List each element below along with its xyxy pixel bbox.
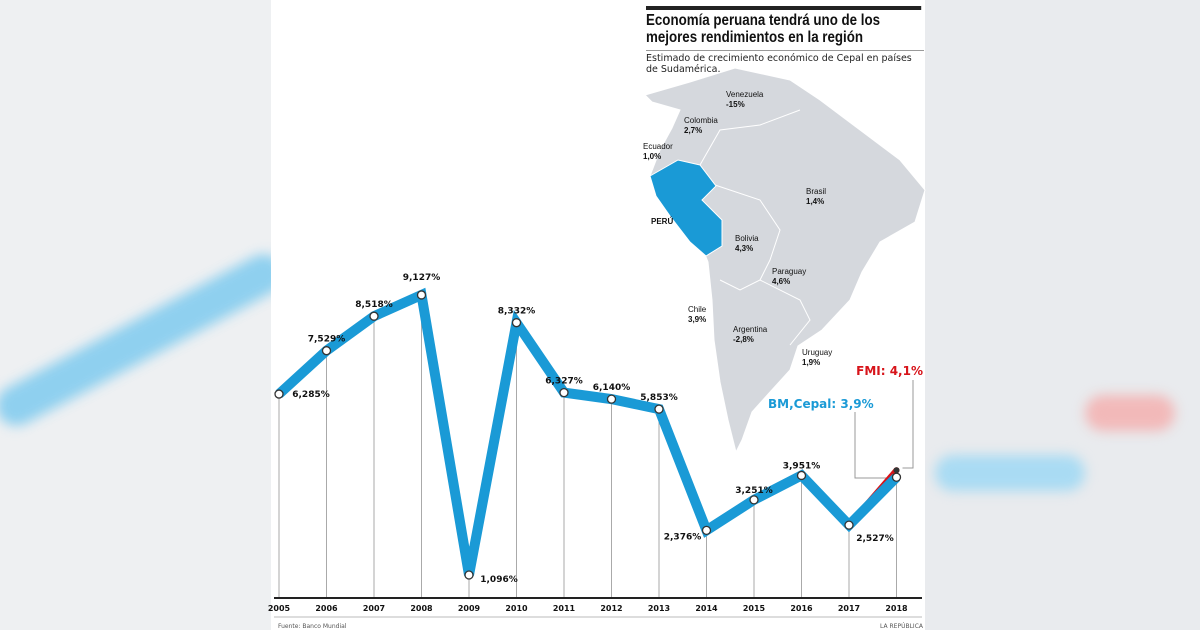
country-value: 4,6%	[772, 277, 791, 286]
data-label-2009: 1,096%	[480, 575, 518, 585]
country-name: PERÚ	[651, 217, 674, 226]
background-left	[0, 0, 291, 630]
x-tick-label: 2010	[505, 604, 528, 613]
border-lines	[714, 184, 781, 291]
map-label-paraguay: Paraguay 4,6%	[772, 267, 806, 287]
country-name: Brasil	[806, 187, 827, 196]
data-label-2005: 6,285%	[292, 390, 330, 400]
data-label-2008: 9,127%	[403, 273, 441, 283]
x-tick-label: 2014	[695, 604, 718, 613]
source-note: Fuente: Banco Mundial	[278, 623, 347, 630]
border-lines	[699, 109, 801, 166]
fmi-annotation: FMI: 4,1%	[856, 364, 923, 378]
map-label-bolivia: Bolivia 4,3%	[735, 234, 759, 254]
data-point-2008	[416, 290, 427, 300]
x-tick-label: 2007	[363, 604, 385, 613]
x-tick-label: 2015	[743, 604, 766, 613]
data-point-2013	[654, 404, 664, 414]
x-tick-label: 2008	[410, 604, 433, 613]
country-name: Colombia	[684, 116, 718, 125]
data-point-2007	[369, 311, 379, 321]
data-point-2011	[559, 387, 569, 398]
x-tick-label: 2012	[600, 604, 622, 613]
data-label-2006: 7,529%	[308, 335, 346, 345]
peru-shape	[649, 159, 723, 257]
title-wrap: Economía peruana tendrá uno de los mejor…	[646, 6, 924, 46]
blurred-red	[1085, 395, 1175, 431]
data-label-2015: 3,251%	[735, 486, 773, 496]
data-point-2016	[796, 470, 807, 481]
country-name: Uruguay	[802, 348, 833, 357]
map-label-chile: Chile 3,9%	[688, 305, 706, 325]
fmi-point	[893, 467, 900, 474]
data-point-2018	[891, 472, 902, 482]
map-label-perú: PERÚ	[651, 217, 673, 227]
fmi-leader	[902, 380, 914, 469]
x-tick-label: 2017	[838, 604, 860, 613]
map-label-uruguay: Uruguay 1,9%	[802, 348, 832, 368]
data-label-2016: 3,951%	[783, 461, 821, 471]
country-name: Venezuela	[726, 90, 764, 99]
map-label-brasil: Brasil 1,4%	[806, 187, 826, 207]
data-label-2007: 8,518%	[355, 300, 393, 310]
country-value: -2,8%	[733, 335, 754, 344]
data-label-2014: 2,376%	[664, 532, 702, 542]
page-title: Economía peruana tendrá uno de los mejor…	[646, 6, 922, 46]
data-label-2017: 2,527%	[856, 534, 894, 544]
blurred-blue	[935, 455, 1085, 491]
x-tick-label: 2018	[885, 604, 908, 613]
data-label-2011: 6,327%	[545, 377, 583, 387]
country-value: 1,0%	[643, 152, 662, 161]
country-value: 4,3%	[735, 244, 754, 253]
data-point-2014	[701, 525, 712, 536]
country-name: Chile	[688, 305, 707, 314]
country-name: Argentina	[733, 325, 768, 334]
bm-leader	[854, 412, 889, 479]
data-point-2012	[606, 394, 617, 404]
bm-cepal-annotation: BM,Cepal: 3,9%	[768, 397, 874, 411]
map-label-argentina: Argentina -2,8%	[733, 325, 767, 345]
country-name: Ecuador	[643, 142, 673, 151]
bm-cepal-line	[275, 287, 901, 576]
data-label-2010: 8,332%	[498, 307, 536, 317]
border-lines	[759, 279, 811, 346]
x-tick-label: 2009	[458, 604, 481, 613]
map-label-colombia: Colombia 2,7%	[684, 116, 718, 136]
x-tick-label: 2013	[648, 604, 670, 613]
brand-label: LA REPÚBLICA	[880, 623, 923, 630]
data-point-2006	[321, 346, 332, 356]
data-point-2017	[844, 520, 854, 530]
header-block: Economía peruana tendrá uno de los mejor…	[646, 6, 924, 75]
subtitle: Estimado de crecimiento económico de Cep…	[646, 50, 924, 75]
country-value: 1,9%	[802, 358, 821, 367]
data-point-2010	[511, 318, 522, 328]
country-value: -15%	[726, 100, 745, 109]
x-tick-label: 2016	[790, 604, 813, 613]
map-label-ecuador: Ecuador 1,0%	[643, 142, 673, 162]
country-name: Paraguay	[772, 267, 807, 276]
country-value: 1,4%	[806, 197, 825, 206]
x-tick-label: 2005	[268, 604, 291, 613]
country-value: 2,7%	[684, 126, 703, 135]
data-label-2013: 5,853%	[640, 393, 678, 403]
data-point-2015	[749, 495, 759, 505]
x-tick-label: 2011	[553, 604, 576, 613]
data-label-2012: 6,140%	[593, 383, 631, 393]
country-name: Bolivia	[735, 234, 759, 243]
country-value: 3,9%	[688, 315, 707, 324]
background-right	[925, 0, 1200, 630]
x-tick-label: 2006	[315, 604, 338, 613]
data-point-2005	[274, 389, 284, 399]
map-label-venezuela: Venezuela -15%	[726, 90, 763, 110]
data-point-2009	[464, 570, 474, 580]
